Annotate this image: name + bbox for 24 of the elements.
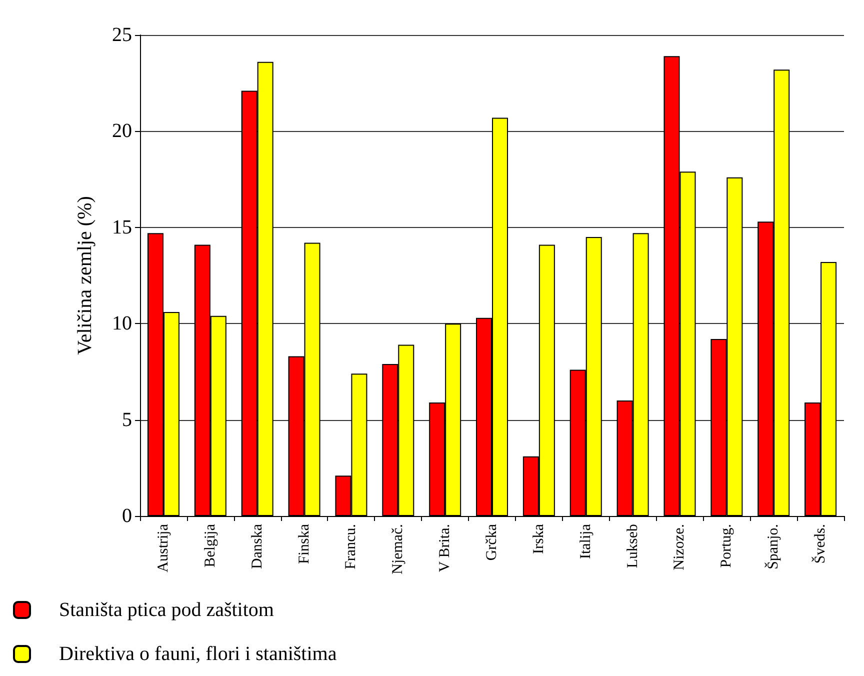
legend-label: Staništa ptica pod zaštitom: [59, 599, 274, 621]
legend-label: Direktiva o fauni, flori i staništima: [59, 643, 337, 665]
x-tick-label: V Brita.: [437, 524, 454, 572]
x-tick-label: Italija: [578, 524, 594, 559]
x-tick-label: Šveds.: [812, 524, 829, 564]
x-tick-label: Grčka: [484, 524, 500, 561]
y-axis-title: Veličina zemlje (%): [74, 196, 96, 355]
x-tick-label: Austrija: [155, 524, 172, 572]
y-tick-label: 5: [122, 408, 132, 431]
y-tick-label: 20: [112, 120, 132, 142]
y-tick-label: 0: [122, 505, 132, 527]
x-tick-label: Francu.: [343, 524, 360, 570]
x-tick-label: Danska: [249, 524, 266, 569]
x-tick-label: Lukseb: [624, 524, 641, 568]
y-tick-label: 10: [112, 312, 132, 335]
y-tick-label: 15: [112, 216, 132, 238]
x-tick-label: Belgija: [202, 524, 218, 568]
x-tick-label: Španjo.: [764, 524, 782, 570]
x-tick-label: Irska: [530, 524, 547, 554]
y-tick-label: 25: [112, 24, 132, 46]
x-tick-label: Portug.: [718, 524, 735, 568]
x-tick-label: Njemač.: [390, 524, 406, 574]
x-tick-label: Finska: [296, 524, 312, 564]
x-tick-label: Nizoze.: [672, 524, 688, 570]
